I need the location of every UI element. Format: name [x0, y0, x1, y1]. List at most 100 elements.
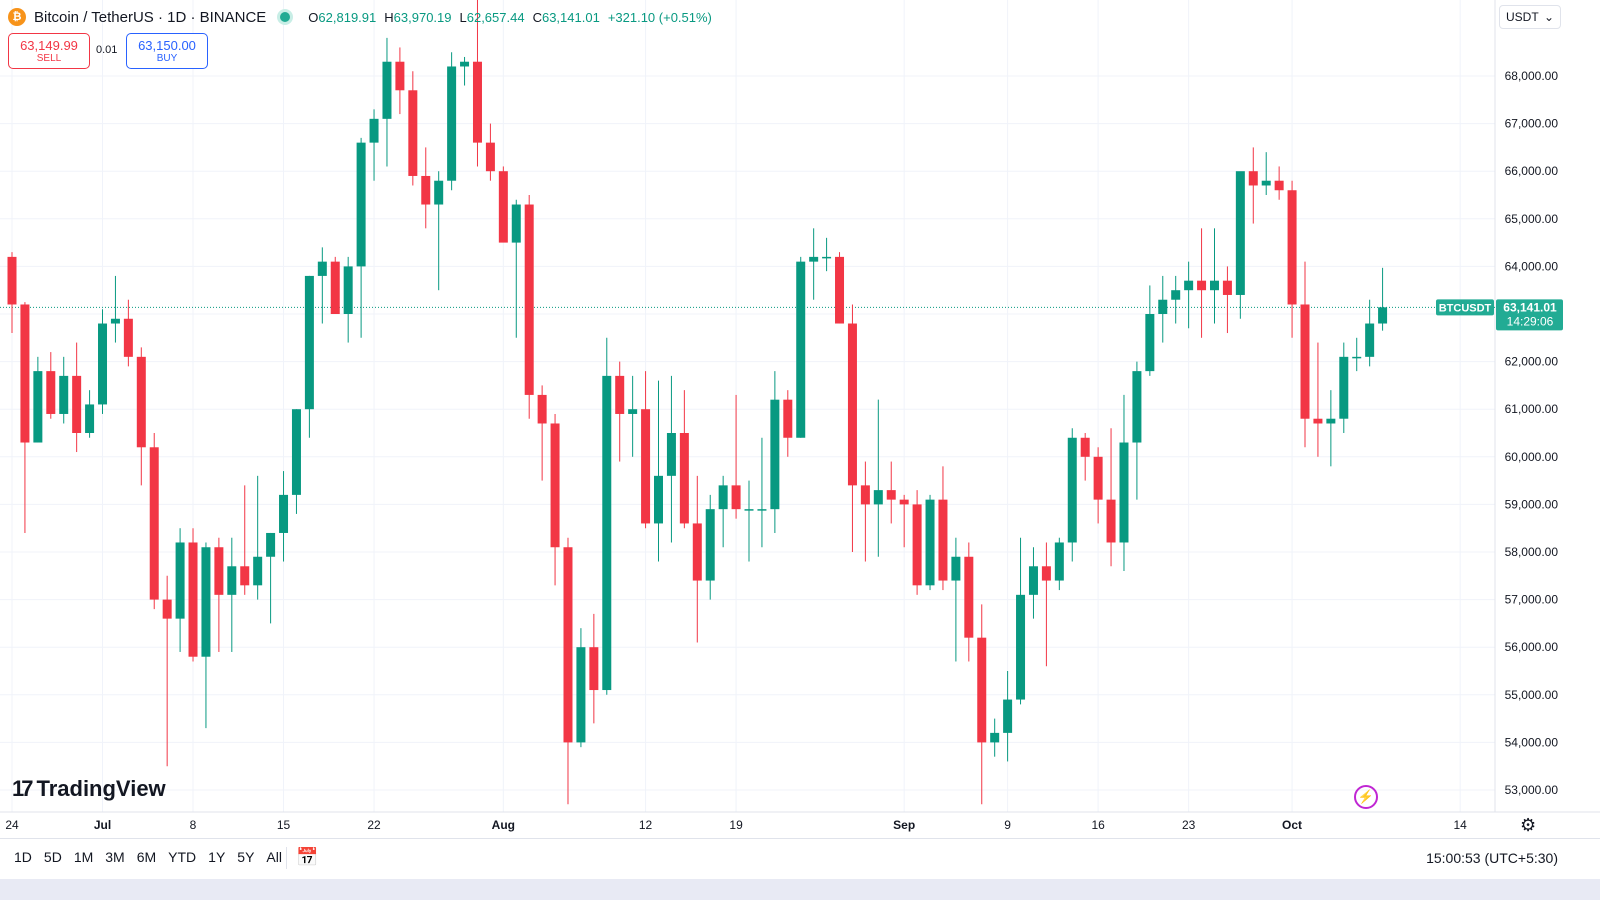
candle-body[interactable] — [460, 61, 470, 67]
candle-body[interactable] — [511, 204, 521, 243]
candle-body[interactable] — [990, 732, 1000, 743]
candle-body[interactable] — [382, 61, 392, 119]
candle-body[interactable] — [835, 256, 845, 324]
candle-body[interactable] — [85, 404, 95, 433]
range-button-1d[interactable]: 1D — [14, 849, 32, 865]
candle-body[interactable] — [1209, 280, 1219, 291]
candle-body[interactable] — [666, 433, 676, 476]
candle-body[interactable] — [227, 566, 237, 595]
settings-gear-icon[interactable]: ⚙ — [1520, 815, 1537, 835]
candle-body[interactable] — [692, 523, 702, 581]
candle-body[interactable] — [59, 375, 69, 414]
candle-body[interactable] — [1158, 299, 1168, 314]
candle-body[interactable] — [1261, 180, 1271, 186]
candle-body[interactable] — [253, 556, 263, 586]
candle-body[interactable] — [757, 509, 767, 511]
candle-body[interactable] — [1287, 190, 1297, 305]
candle-body[interactable] — [537, 394, 547, 424]
candle-body[interactable] — [1352, 356, 1362, 359]
candle-body[interactable] — [1067, 437, 1077, 543]
candle-body[interactable] — [175, 542, 185, 619]
price-chart[interactable]: 53,000.00 54,000.00 55,000.00 56,000.00 57,0… — [0, 0, 1600, 838]
candle-body[interactable] — [1093, 456, 1103, 500]
candle-body[interactable] — [589, 647, 599, 691]
candle-body[interactable] — [1378, 307, 1388, 324]
candle-body[interactable] — [343, 266, 353, 314]
candle-body[interactable] — [1235, 171, 1245, 295]
candle-body[interactable] — [20, 304, 30, 443]
candle-body[interactable] — [912, 504, 922, 586]
candle-body[interactable] — [356, 142, 366, 267]
candle-body[interactable] — [1028, 566, 1038, 595]
candle-body[interactable] — [279, 494, 289, 533]
candle-body[interactable] — [1313, 418, 1323, 424]
candle-body[interactable] — [951, 556, 961, 581]
range-button-ytd[interactable]: YTD — [168, 849, 197, 865]
candle-body[interactable] — [214, 547, 224, 595]
candle-body[interactable] — [705, 509, 715, 581]
candle-body[interactable] — [201, 547, 211, 657]
candle-body[interactable] — [240, 566, 250, 586]
candle-body[interactable] — [654, 475, 663, 524]
symbol-title[interactable]: Bitcoin / TetherUS · 1D · BINANCE — [34, 8, 267, 26]
candle-body[interactable] — [149, 447, 159, 600]
candle-body[interactable] — [1003, 699, 1013, 733]
candle-body[interactable] — [602, 375, 612, 691]
clock-time[interactable]: 15:00:53 (UTC+5:30) — [1426, 850, 1558, 866]
candle-body[interactable] — [447, 66, 457, 181]
candle-body[interactable] — [1274, 180, 1284, 191]
candle-body[interactable] — [1197, 280, 1207, 291]
candle-body[interactable] — [860, 485, 870, 505]
candle-body[interactable] — [628, 409, 638, 414]
candle-body[interactable] — [1016, 594, 1026, 700]
candle-body[interactable] — [1119, 442, 1129, 543]
calendar-icon[interactable]: 📅 — [296, 847, 319, 867]
tradingview-logo[interactable]: 17 TradingView — [12, 776, 166, 802]
candle-body[interactable] — [731, 485, 741, 510]
candle-body[interactable] — [1339, 356, 1349, 419]
candle-body[interactable] — [188, 542, 198, 657]
candle-body[interactable] — [744, 509, 754, 511]
range-button-1m[interactable]: 1M — [73, 849, 94, 865]
candle-body[interactable] — [796, 261, 806, 438]
candle-body[interactable] — [110, 318, 120, 324]
candle-body[interactable] — [873, 490, 883, 505]
candle-body[interactable] — [615, 375, 625, 414]
candle-body[interactable] — [641, 409, 651, 524]
candle-body[interactable] — [1080, 437, 1090, 457]
candle-body[interactable] — [886, 490, 896, 500]
candle-body[interactable] — [576, 647, 586, 743]
range-button-5y[interactable]: 5Y — [237, 849, 255, 865]
candle-body[interactable] — [498, 171, 508, 243]
candle-body[interactable] — [1248, 171, 1258, 186]
candle-body[interactable] — [98, 323, 108, 405]
range-button-6m[interactable]: 6M — [136, 849, 157, 865]
candle-body[interactable] — [809, 256, 819, 262]
range-button-1y[interactable]: 1Y — [208, 849, 226, 865]
candle-body[interactable] — [964, 556, 974, 638]
candle-body[interactable] — [1145, 314, 1155, 372]
candle-body[interactable] — [1054, 542, 1064, 581]
candle-body[interactable] — [783, 399, 793, 438]
range-button-3m[interactable]: 3M — [105, 849, 125, 865]
candle-body[interactable] — [46, 371, 56, 414]
candle-body[interactable] — [408, 90, 418, 176]
candle-body[interactable] — [1365, 323, 1375, 357]
candle-body[interactable] — [1222, 280, 1232, 295]
candle-body[interactable] — [421, 175, 431, 205]
candle-body[interactable] — [291, 409, 301, 495]
candle-body[interactable] — [1106, 499, 1116, 543]
candle-body[interactable] — [33, 371, 43, 443]
range-button-all[interactable]: All — [266, 849, 282, 865]
candle-body[interactable] — [485, 142, 495, 172]
candle-body[interactable] — [1326, 418, 1336, 424]
candle-body[interactable] — [162, 599, 172, 619]
candle-body[interactable] — [395, 61, 405, 91]
candle-body[interactable] — [123, 318, 133, 357]
candle-body[interactable] — [317, 261, 327, 276]
range-button-5d[interactable]: 5D — [43, 849, 62, 865]
candle-body[interactable] — [472, 61, 482, 143]
candle-body[interactable] — [718, 485, 728, 510]
candle-body[interactable] — [136, 356, 146, 448]
candle-body[interactable] — [369, 118, 379, 143]
